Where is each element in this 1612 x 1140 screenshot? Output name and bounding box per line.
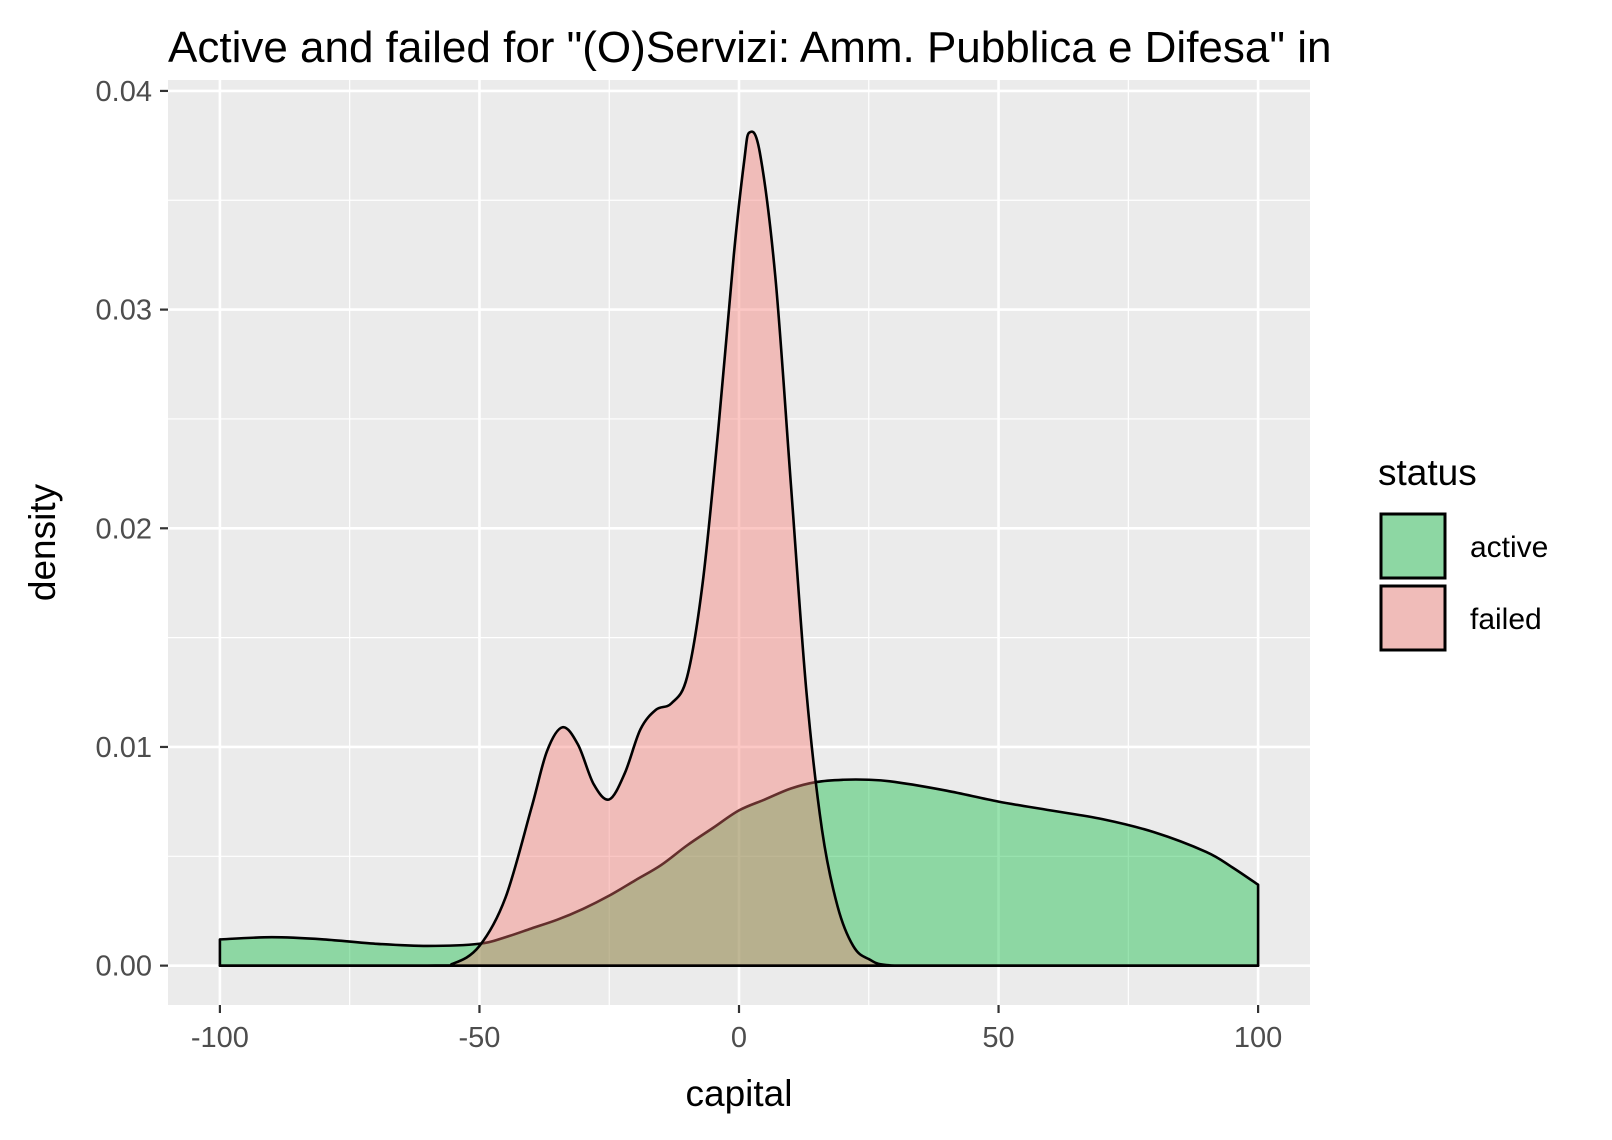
x-axis-title: capital bbox=[686, 1073, 793, 1114]
x-tick-label: -50 bbox=[458, 1022, 500, 1054]
y-tick-label: 0.00 bbox=[96, 951, 152, 983]
x-tick-label: 100 bbox=[1234, 1022, 1282, 1054]
y-tick-label: 0.03 bbox=[96, 295, 152, 327]
density-outline-active bbox=[218, 778, 1260, 967]
y-axis-title: density bbox=[22, 483, 63, 601]
y-tick-label: 0.01 bbox=[96, 732, 152, 764]
legend-key-background bbox=[1381, 586, 1445, 650]
density-area-active bbox=[219, 779, 1259, 966]
legend: status active failed bbox=[1378, 452, 1548, 652]
chart-title: Active and failed for "(O)Servizi: Amm. … bbox=[168, 23, 1331, 72]
y-tick-label: 0.02 bbox=[96, 513, 152, 545]
legend-label-failed: failed bbox=[1470, 603, 1542, 636]
x-tick-label: 0 bbox=[731, 1022, 747, 1054]
legend-title: status bbox=[1378, 452, 1477, 493]
legend-key-failed bbox=[1379, 584, 1447, 652]
x-tick-label: -100 bbox=[191, 1022, 249, 1054]
density-outline-failed bbox=[218, 130, 1260, 967]
x-tick-label: 50 bbox=[982, 1022, 1014, 1054]
legend-label-active: active bbox=[1470, 531, 1548, 564]
legend-key-active bbox=[1379, 512, 1447, 580]
y-tick-label: 0.04 bbox=[96, 76, 152, 108]
density-area-failed bbox=[219, 131, 1259, 966]
legend-key-background bbox=[1381, 514, 1445, 578]
plot-panel bbox=[168, 80, 1310, 1005]
